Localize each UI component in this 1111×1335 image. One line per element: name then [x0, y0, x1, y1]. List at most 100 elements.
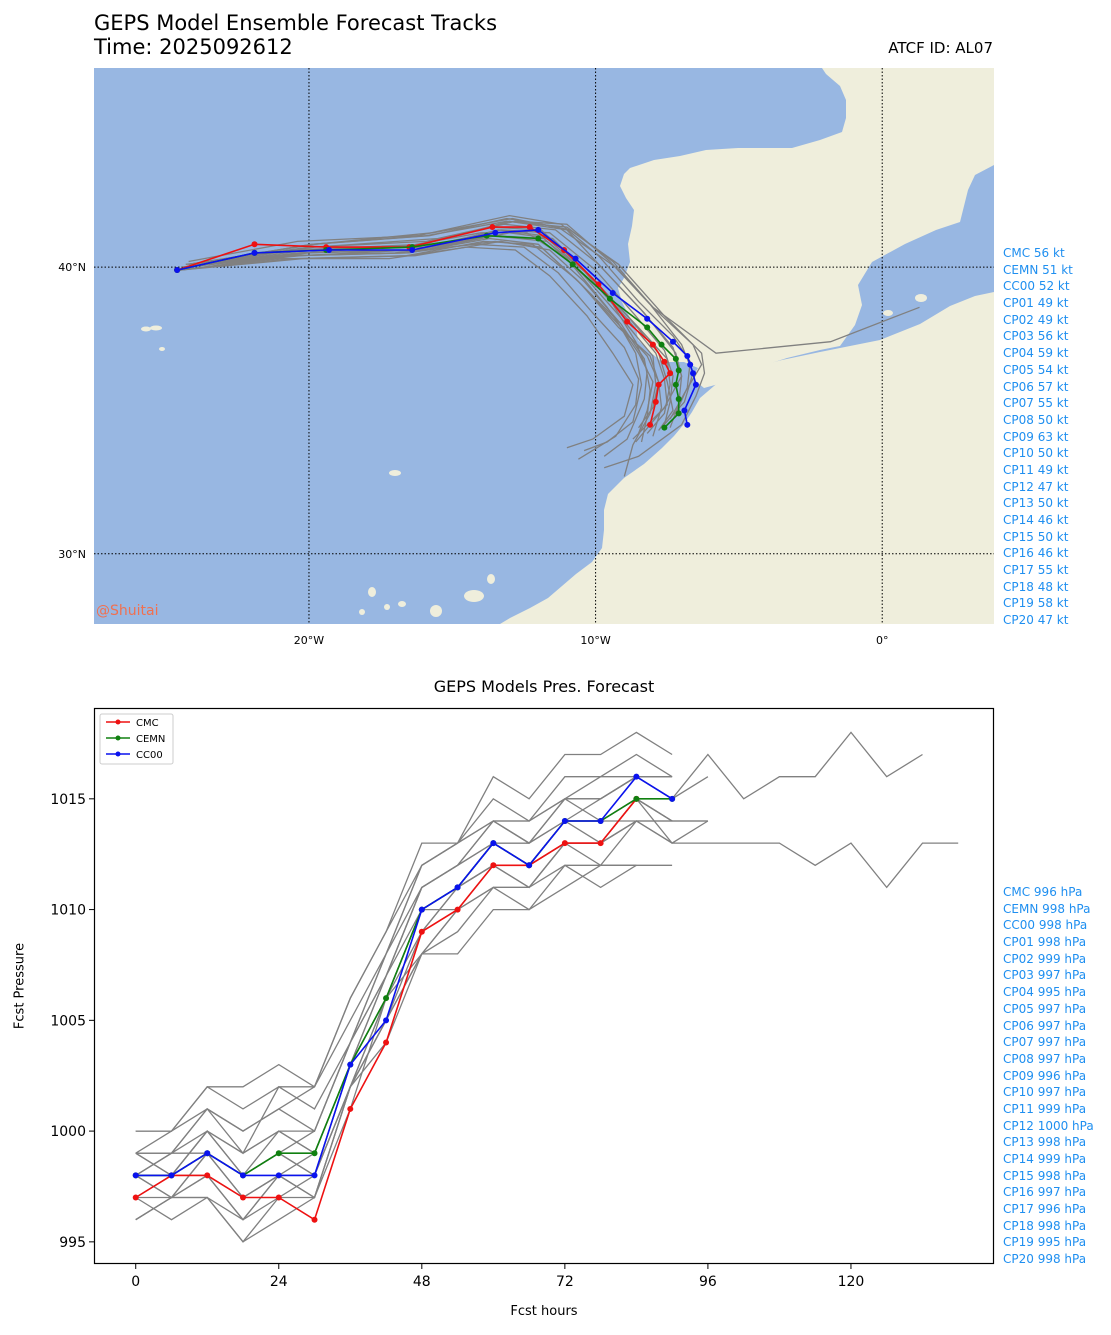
- track-point: [606, 295, 613, 302]
- side-label: CEMN 51 kt: [1003, 262, 1073, 277]
- track-point: [326, 246, 333, 253]
- north-africa-landmass: [500, 292, 994, 624]
- pressure-series-cp13: [135, 776, 673, 1177]
- side-label: CP18 48 kt: [1003, 579, 1069, 594]
- track-point: [492, 229, 499, 236]
- y-tick-label: 1000: [50, 1124, 86, 1140]
- pressure-line: [135, 776, 673, 1177]
- side-label: CP10 50 kt: [1003, 446, 1069, 461]
- track-point: [692, 381, 699, 388]
- track-point: [572, 255, 579, 262]
- forecast-time: Time: 2025092612: [94, 35, 293, 59]
- track-point: [489, 224, 496, 231]
- islands: [141, 186, 927, 617]
- iberian-peninsula-landmass: [618, 68, 994, 388]
- track-cp13: [188, 223, 683, 428]
- track-point: [535, 226, 542, 233]
- side-label: CP09 996 hPa: [1003, 1068, 1087, 1083]
- pressure-line: [135, 731, 673, 1132]
- track-point: [569, 261, 576, 268]
- pressure-point: [383, 995, 390, 1002]
- pressure-series: [132, 731, 959, 1243]
- y-tick-label: 995: [59, 1235, 86, 1251]
- pressure-point: [418, 928, 425, 935]
- atcf-id: ATCF ID: AL07: [888, 39, 993, 57]
- track-point: [690, 370, 697, 377]
- pressure-point: [633, 795, 640, 802]
- chart-title: GEPS Model Ensemble Forecast Tracks: [94, 11, 498, 35]
- side-label: CP10 997 hPa: [1003, 1085, 1087, 1100]
- side-label: CP15 998 hPa: [1003, 1168, 1087, 1183]
- track-point: [658, 341, 665, 348]
- side-label: CP03 997 hPa: [1003, 968, 1087, 983]
- track-point: [251, 241, 258, 248]
- side-label: CP09 63 kt: [1003, 429, 1069, 444]
- track-point: [675, 396, 682, 403]
- track-point: [652, 398, 659, 405]
- pressure-point: [311, 1216, 318, 1223]
- x-tick-label: 72: [556, 1274, 574, 1290]
- side-label: CP01 49 kt: [1003, 296, 1069, 311]
- side-label: CC00 998 hPa: [1003, 918, 1088, 933]
- track-point: [644, 324, 651, 331]
- track-point: [526, 224, 533, 231]
- lat-tick-label: 40°N: [58, 261, 86, 274]
- pressure-point: [275, 1150, 282, 1157]
- side-label: CP13 998 hPa: [1003, 1135, 1087, 1150]
- track-point: [661, 358, 668, 365]
- side-label: CP16 46 kt: [1003, 546, 1069, 561]
- track-point: [251, 249, 258, 256]
- ensemble-tracks: [174, 214, 920, 477]
- x-tick-label: 96: [699, 1274, 717, 1290]
- pressure-point: [311, 1172, 318, 1179]
- side-label: CP01 998 hPa: [1003, 935, 1087, 950]
- track-point: [644, 315, 651, 322]
- intensity-label-list: CMC 56 kt CEMN 51 kt CC00 52 kt CP01 49 kt C…: [1003, 245, 1073, 629]
- pressure-point: [561, 817, 568, 824]
- track-point: [672, 355, 679, 362]
- x-tick-label: 0: [131, 1274, 140, 1290]
- pressure-series-cc00: [132, 773, 676, 1179]
- track-point: [669, 338, 676, 345]
- pressure-point: [669, 795, 676, 802]
- side-label: CMC 996 hPa: [1003, 885, 1083, 899]
- track-cp19: [191, 220, 920, 354]
- side-label: CP12 1000 hPa: [1003, 1118, 1094, 1133]
- y-tick-label: 1005: [50, 1013, 86, 1029]
- pressure-label-list: CMC 996 hPa CEMN 998 hPa CC00 998 hPa CP01 …: [1003, 884, 1094, 1268]
- x-tick-label: 24: [270, 1274, 288, 1290]
- pressure-series-cp12: [135, 776, 673, 1154]
- pressure-point: [347, 1061, 354, 1068]
- track-point: [681, 407, 688, 414]
- track-point: [535, 235, 542, 242]
- side-label: CP17 55 kt: [1003, 563, 1069, 578]
- side-label: CP14 999 hPa: [1003, 1152, 1087, 1166]
- track-line: [176, 234, 680, 429]
- side-label: CP19 58 kt: [1003, 596, 1069, 611]
- side-label: CP04 995 hPa: [1003, 985, 1087, 1000]
- lon-tick-label: 0°: [876, 634, 889, 647]
- pressure-point: [383, 1017, 390, 1024]
- track-cc00: [174, 226, 699, 428]
- pressure-series-cp05: [135, 797, 709, 1177]
- side-label: CP17 996 hPa: [1003, 1202, 1087, 1217]
- track-point: [667, 370, 674, 377]
- pressure-line: [135, 820, 708, 1221]
- pressure-point: [204, 1172, 211, 1179]
- pressure-series-cp02: [135, 731, 673, 1132]
- side-label: CP14 46 kt: [1003, 513, 1069, 527]
- side-label: CP12 47 kt: [1003, 479, 1069, 494]
- pressure-line: [135, 820, 673, 1199]
- pressure-series-cp09: [135, 820, 959, 1199]
- side-label: CP15 50 kt: [1003, 529, 1069, 544]
- track-cp20: [182, 237, 660, 429]
- pressure-point: [526, 862, 533, 869]
- legend-item-cc00: CC00: [106, 750, 163, 761]
- side-label: CP19 995 hPa: [1003, 1235, 1087, 1250]
- pressure-axis-ticks: 0 24 48 72 96 120 995 1000 1005 1010 1015: [50, 792, 864, 1290]
- y-axis-label: Fcst Pressure: [12, 942, 28, 1030]
- pressure-point: [240, 1172, 247, 1179]
- track-cp16: [179, 240, 643, 452]
- x-tick-label: 48: [413, 1274, 431, 1290]
- track-point: [409, 246, 416, 253]
